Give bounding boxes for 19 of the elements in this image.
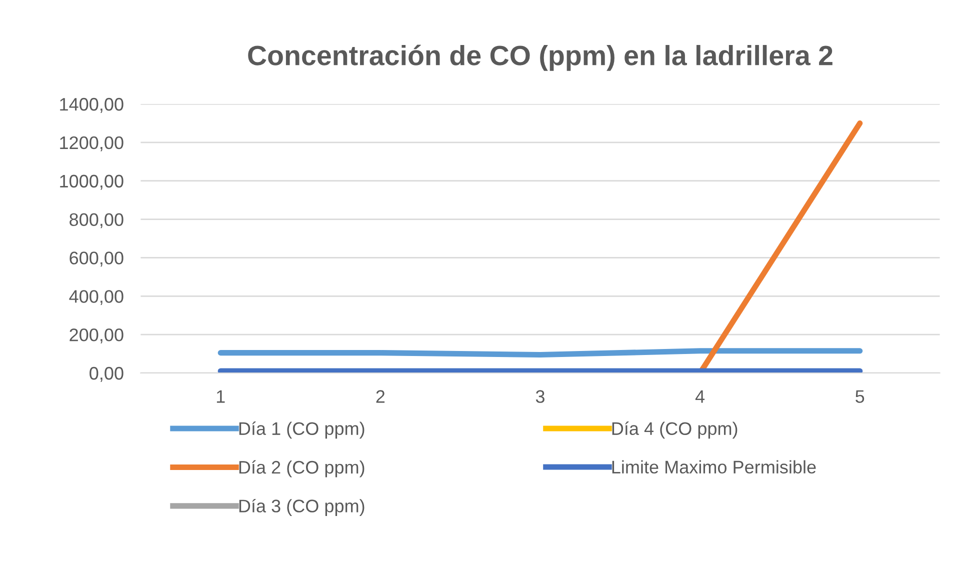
y-tick-label: 1000,00 (60, 174, 124, 190)
y-tick-label: 0,00 (90, 366, 124, 382)
x-tick-label: 3 (536, 390, 544, 403)
chart-title: Concentración de CO (ppm) en la ladrillera 2 (248, 44, 832, 71)
y-tick-label: 600,00 (70, 252, 124, 267)
legend-label: Día 3 (CO ppm) (239, 498, 364, 516)
y-tick-label: 200,00 (70, 328, 124, 344)
legend-label: Día 1 (CO ppm) (239, 422, 364, 439)
legend-label: Día 4 (CO ppm) (612, 422, 738, 439)
y-tick-label: 1400,00 (60, 98, 124, 113)
x-tick-label: 5 (856, 390, 864, 403)
legend-label: Limite Maximo Permisible (612, 460, 816, 474)
x-tick-label: 2 (376, 390, 385, 403)
x-tick-label: 4 (695, 390, 705, 403)
x-tick-label: 1 (216, 390, 225, 403)
y-tick-label: 400,00 (69, 290, 124, 305)
y-tick-label: 1200,00 (60, 136, 124, 152)
legend-label: Día 2 (CO ppm) (239, 460, 364, 478)
y-tick-label: 800,00 (70, 213, 124, 228)
